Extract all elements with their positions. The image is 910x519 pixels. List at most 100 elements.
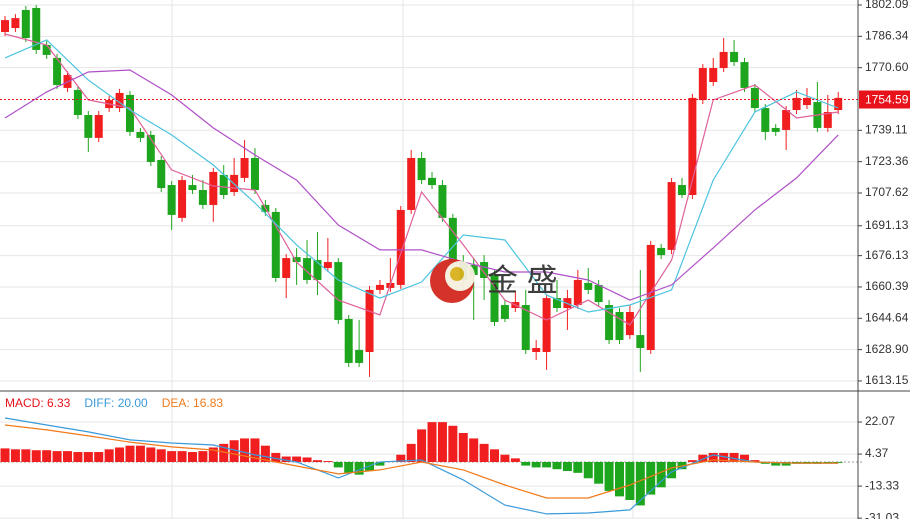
histogram-bar	[646, 461, 656, 495]
histogram-bar	[135, 445, 145, 462]
histogram-bar	[208, 447, 218, 462]
candle-body	[428, 177, 437, 186]
histogram-bar	[177, 451, 187, 462]
histogram-bar	[490, 449, 500, 462]
y-tick-label: -31.03	[865, 510, 899, 519]
histogram-bar	[417, 429, 427, 462]
indicator-line	[4, 33, 839, 326]
histogram-bar	[448, 425, 458, 462]
candle-body	[740, 62, 749, 88]
watermark-text: 金 盛	[487, 263, 558, 298]
histogram-bar	[312, 460, 322, 462]
y-tick-label: 1644.64	[865, 310, 909, 324]
histogram-bar	[781, 461, 791, 466]
candle-body	[573, 279, 582, 306]
histogram-bar	[344, 461, 354, 473]
histogram-bar	[240, 438, 250, 462]
candle-body	[834, 97, 843, 111]
histogram-bar	[83, 452, 93, 462]
candle-body	[730, 51, 739, 63]
histogram-bar	[406, 443, 416, 462]
y-tick-label: 1660.39	[865, 279, 909, 293]
candle-body	[240, 157, 249, 178]
histogram-bar	[375, 461, 385, 466]
candle-body	[438, 185, 447, 218]
y-tick-label: 1802.09	[865, 0, 909, 11]
candle-body	[553, 298, 562, 309]
y-tick-label: 1723.36	[865, 154, 909, 168]
candle-body	[292, 257, 301, 263]
y-tick-label: 1707.62	[865, 185, 909, 199]
histogram-bar	[521, 461, 531, 466]
histogram-bar	[823, 461, 833, 463]
indicator-line	[4, 424, 839, 499]
candle-body	[178, 180, 187, 218]
histogram-bar	[10, 449, 20, 462]
histogram-bar	[750, 460, 760, 462]
candle-body	[21, 9, 30, 39]
candle-body	[115, 92, 124, 109]
candle-body	[771, 127, 780, 132]
histogram-bar	[479, 443, 489, 462]
histogram-bar	[125, 445, 135, 462]
histogram-bar	[292, 456, 302, 462]
candle-body	[365, 289, 374, 352]
histogram-bar	[104, 449, 114, 462]
histogram-bar	[31, 450, 41, 462]
histogram-bar	[167, 451, 177, 462]
candle-body	[698, 68, 707, 101]
candle-body	[802, 97, 811, 106]
last-price-tag	[859, 90, 910, 109]
histogram-bar	[583, 461, 593, 479]
candle-body	[355, 350, 364, 363]
candle-body	[167, 185, 176, 215]
candle-body	[42, 44, 51, 55]
histogram-bar	[271, 452, 281, 462]
legend-entry: DIFF: 20.00	[84, 396, 148, 410]
y-tick-label: 1691.13	[865, 218, 909, 232]
candle-body	[0, 20, 9, 33]
histogram-bar	[333, 461, 343, 468]
histogram-bar	[698, 454, 708, 462]
legend-entry: MACD: 6.33	[5, 396, 71, 410]
histogram-bar	[115, 447, 125, 462]
candle-body	[750, 87, 759, 109]
candle-body	[209, 171, 218, 205]
histogram-bar	[42, 450, 52, 462]
histogram-bar	[281, 456, 291, 462]
histogram-bar	[667, 461, 677, 479]
histogram-bar	[260, 445, 270, 462]
watermark: 金 盛	[430, 259, 558, 303]
histogram-bar	[354, 461, 364, 475]
histogram-bar	[437, 422, 447, 462]
candle-body	[188, 185, 197, 191]
candle-body	[521, 305, 530, 351]
candle-body	[490, 274, 499, 322]
candle-body	[303, 258, 312, 280]
candle-body	[823, 112, 832, 128]
histogram-bar	[625, 461, 635, 500]
candle-body	[532, 348, 541, 352]
candle-body	[480, 262, 489, 278]
candle-body	[657, 247, 666, 256]
histogram-bar	[510, 458, 520, 462]
candle-body	[157, 159, 166, 189]
y-tick-label: 4.37	[865, 446, 889, 460]
candle-body	[448, 217, 457, 263]
candle-body	[94, 115, 103, 138]
y-tick-label: 1770.60	[865, 60, 909, 74]
histogram-bar	[427, 422, 437, 462]
candle-body	[198, 190, 207, 205]
candle-body	[84, 115, 93, 138]
candle-body	[334, 262, 343, 320]
histogram-bar	[760, 461, 770, 464]
histogram-bar	[156, 449, 166, 462]
histogram-bar	[833, 461, 843, 463]
candle-body	[396, 209, 405, 285]
histogram-bar	[229, 440, 239, 462]
candle-body	[417, 157, 426, 181]
candle-body	[792, 97, 801, 111]
histogram-bar	[250, 438, 260, 462]
